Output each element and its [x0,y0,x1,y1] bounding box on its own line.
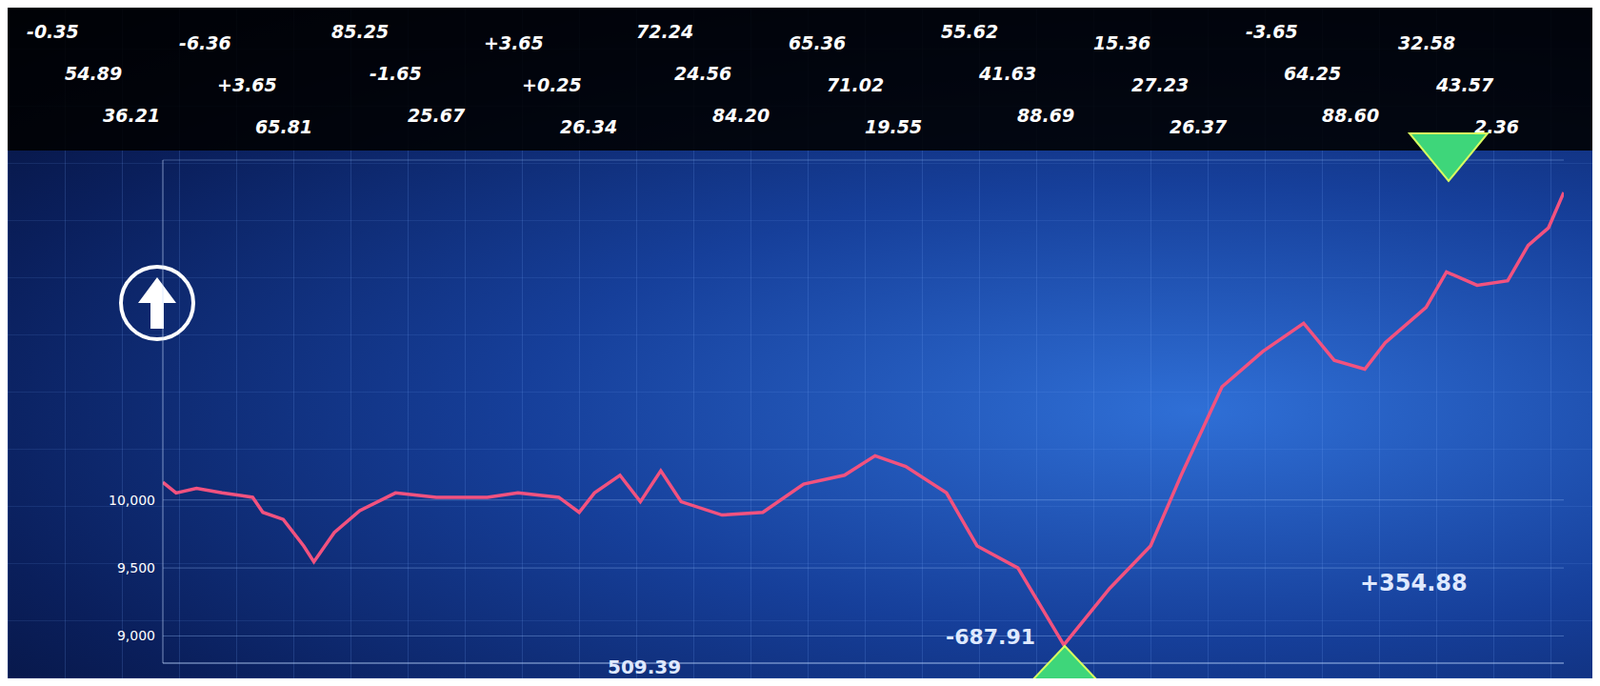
html-text:65.36: 65.36 [788,32,846,54]
html-text:55.62: 55.62 [940,20,999,42]
html-text:72.24: 72.24 [636,20,694,42]
html-text:+3.65: +3.65 [483,32,544,54]
html-text:27.23: 27.23 [1131,74,1189,96]
html-text:-3.65: -3.65 [1245,20,1298,42]
html-text:-0.35: -0.35 [26,20,79,42]
html-text:-687.91: -687.91 [945,624,1036,649]
svg-text:10,000: 10,000 [108,492,156,508]
html-text:26.37: 26.37 [1169,116,1227,138]
html-text:54.89: 54.89 [64,62,122,84]
html-text:36.21: 36.21 [102,104,161,126]
html-text:-1.65: -1.65 [369,62,422,84]
html-text:19.55: 19.55 [864,116,922,138]
html-text:88.60: 88.60 [1321,104,1380,126]
html-text:509.39: 509.39 [607,655,682,679]
html-text:+0.25: +0.25 [521,74,582,96]
svg-text:9,500: 9,500 [117,560,156,576]
html-text:65.81: 65.81 [255,116,313,138]
html-text:25.67: 25.67 [407,104,465,126]
html-text:43.57: 43.57 [1436,74,1494,96]
html-text:32.58: 32.58 [1398,32,1456,54]
html-text:2.36: 2.36 [1474,116,1519,138]
html-text:71.02: 71.02 [826,74,884,96]
html-text:24.56: 24.56 [674,62,732,84]
html-text:+354.88: +354.88 [1360,569,1468,597]
html-text:64.25: 64.25 [1283,62,1342,84]
html-text:84.20: 84.20 [712,104,770,126]
html-text:88.69: 88.69 [1017,104,1075,126]
html-text:26.34: 26.34 [560,116,618,138]
html-text:-6.36: -6.36 [179,32,232,54]
html-text:+3.65: +3.65 [217,74,277,96]
svg-text:9,000: 9,000 [117,627,156,643]
html-text:85.25: 85.25 [331,20,389,42]
html-text:15.36: 15.36 [1093,32,1151,54]
html-text:41.63: 41.63 [979,62,1037,84]
